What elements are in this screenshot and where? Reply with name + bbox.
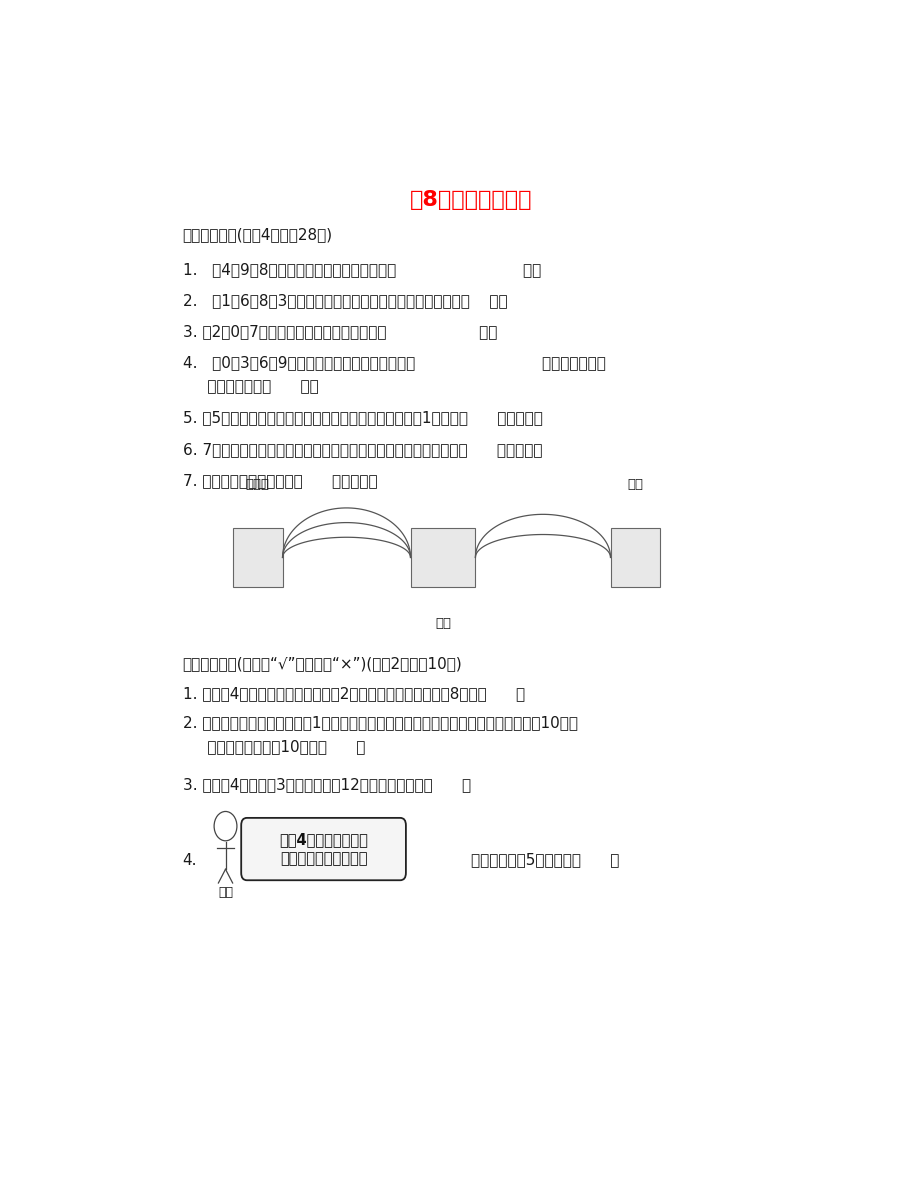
Text: ），最小的是（      ）。: ），最小的是（ ）。 [183,380,318,394]
Bar [610,528,660,587]
Text: 2. 聯聯在演讲比赛中获得了第1名，他和参加比赛的每个选手都握了一次手，一个握了10次，: 2. 聯聯在演讲比赛中获得了第1名，他和参加比赛的每个选手都握了一次手，一个握了… [183,715,577,730]
Bar [233,528,282,587]
Text: 一、填一填。(每题4分，全28分): 一、填一填。(每题4分，全28分) [183,227,333,242]
Text: 二、辨一辨。(对的画“√”，错的画“×”)(每题2分，全10分): 二、辨一辨。(对的画“√”，错的画“×”)(每题2分，全10分) [183,656,462,672]
Text: 乐乐家: 乐乐家 [245,478,269,491]
Text: 第8单元跟踪检测卷: 第8单元跟踪检测卷 [410,189,532,210]
Text: 参加比赛的一共朐10人。（      ）: 参加比赛的一共朐10人。（ ） [183,738,365,754]
Text: 3. 用2、0、7组成没有重复数字的两位数是（                   ）。: 3. 用2、0、7组成没有重复数字的两位数是（ ）。 [183,324,496,339]
Text: 2.   用1、6、8、3组成没有重复数字且个位是单数的两位数是（    ）。: 2. 用1、6、8、3组成没有重复数字且个位是单数的两位数是（ ）。 [183,293,506,308]
Text: 超市: 超市 [435,617,450,630]
Text: 李老师合拍一张照片。: 李老师合拍一张照片。 [279,850,367,866]
Text: 1.   用4、9、8组成没有重复数字的两位数是（                          ）。: 1. 用4、9、8组成没有重复数字的两位数是（ ）。 [183,262,540,278]
Text: 小兰: 小兰 [218,886,233,899]
Bar [410,528,475,587]
Text: 学校: 学校 [627,478,642,491]
Text: 3. 笑笑有4件上衣，3条裙子，她內12种不同的穿法。（      ）: 3. 笑笑有4件上衣，3条裙子，她內12种不同的穿法。（ ） [183,778,471,792]
Text: 7. 从乐乐家到学校一共有（      ）条路走。: 7. 从乐乐家到学校一共有（ ）条路走。 [183,473,377,488]
Text: 那么一共要扔5张照片。（      ）: 那么一共要扔5张照片。（ ） [471,853,619,867]
Text: 我们4个人都想单独和: 我们4个人都想单独和 [278,833,368,847]
Text: 4.   用0、3、6、9组成没有重复数字的两位数是（                          ），最大的是（: 4. 用0、3、6、9组成没有重复数字的两位数是（ ），最大的是（ [183,356,605,370]
Text: 4.: 4. [183,853,197,867]
Text: 6. 7个小朋友在进行围棋比赛，每两个人都要赛一场，一共要进行（      ）场比赛。: 6. 7个小朋友在进行围棋比赛，每两个人都要赛一场，一共要进行（ ）场比赛。 [183,442,541,456]
Text: 5. 有5颗糖，全部分给芳芳、菲菲、丽丽三人，每人至少1块，有（      ）种分法。: 5. 有5颗糖，全部分给芳芳、菲菲、丽丽三人，每人至少1块，有（ ）种分法。 [183,411,542,425]
Text: 1. 三年级4个班进行足球对抗赛，每2个班赛一场，一共要比赛8场。（      ）: 1. 三年级4个班进行足球对抗赛，每2个班赛一场，一共要比赛8场。（ ） [183,686,524,700]
FancyBboxPatch shape [241,818,405,880]
